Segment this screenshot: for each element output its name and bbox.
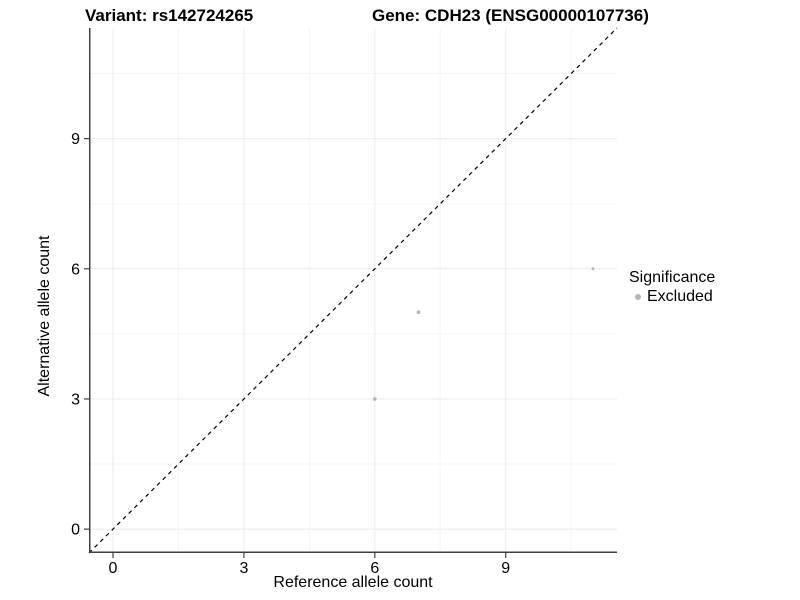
y-axis-title-text: Alternative allele count xyxy=(36,235,53,397)
legend-title: Significance xyxy=(629,269,716,286)
x-tick-label: 3 xyxy=(239,560,248,577)
plot-title-variant: Variant: rs142724265 xyxy=(85,6,254,25)
data-point xyxy=(373,397,377,401)
plot-panel: 0 3 6 9 0 3 6 9 xyxy=(71,27,618,577)
y-tick-label: 6 xyxy=(71,261,80,278)
legend-point-icon xyxy=(635,294,641,300)
legend: Significance Excluded xyxy=(629,269,715,306)
x-axis-title: Reference allele count xyxy=(273,574,433,591)
identity-line xyxy=(88,27,618,554)
y-tick-label: 0 xyxy=(71,522,80,539)
y-tick-label: 3 xyxy=(71,391,80,408)
x-tick-label: 9 xyxy=(501,560,510,577)
data-point xyxy=(416,310,421,314)
y-tick-label: 9 xyxy=(71,131,80,148)
plot-canvas: 0 3 6 9 0 3 6 9 xyxy=(71,27,618,577)
legend-item-label: Excluded xyxy=(647,288,713,305)
plot-title-gene: Gene: CDH23 (ENSG00000107736) xyxy=(372,6,649,25)
x-tick-label: 6 xyxy=(370,560,379,577)
data-point xyxy=(591,267,595,271)
legend-item-excluded: Excluded xyxy=(635,288,715,306)
x-tick-label: 0 xyxy=(109,560,118,577)
